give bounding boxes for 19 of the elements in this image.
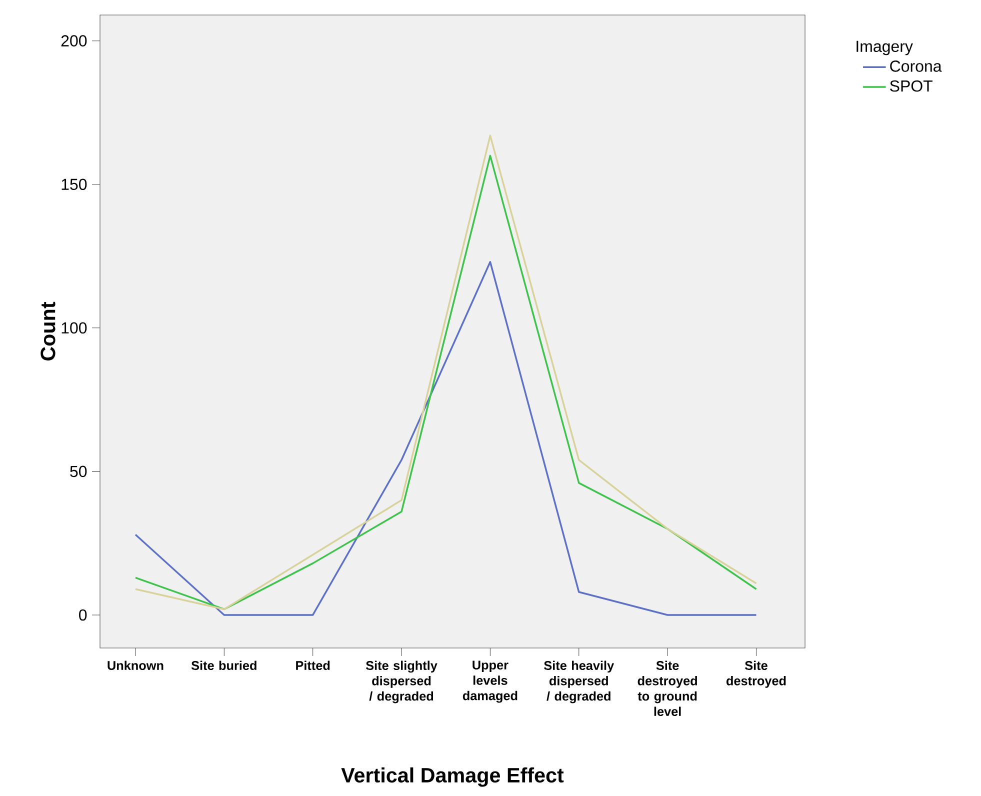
x-axis-title: Vertical Damage Effect <box>341 767 564 787</box>
x-tick-label: Site destroyed to ground level <box>638 660 697 716</box>
y-tick-label: 100 <box>62 322 87 334</box>
y-tick-label: 150 <box>62 178 87 190</box>
legend-title: Imagery <box>856 40 913 56</box>
x-tick-label: Site heavily dispersed / degraded <box>544 660 614 704</box>
y-tick-label: 200 <box>61 35 87 46</box>
line-series <box>134 261 758 616</box>
x-tick-label: Site buried <box>191 660 256 670</box>
y-tick-label: 0 <box>79 609 87 621</box>
x-tick-label: Site slightly dispersed / degraded <box>366 660 438 704</box>
x-tick-label: Site destroyed <box>726 660 786 688</box>
y-axis-title: Count <box>40 302 56 360</box>
legend-label: SPOT <box>890 80 933 92</box>
x-tick-label: Pitted <box>296 660 330 670</box>
legend-label: Corona <box>890 60 942 72</box>
x-tick-label: Upper levels damaged <box>462 660 518 703</box>
y-tick-label: 50 <box>70 466 87 478</box>
x-tick-label: Unknown <box>108 660 164 670</box>
